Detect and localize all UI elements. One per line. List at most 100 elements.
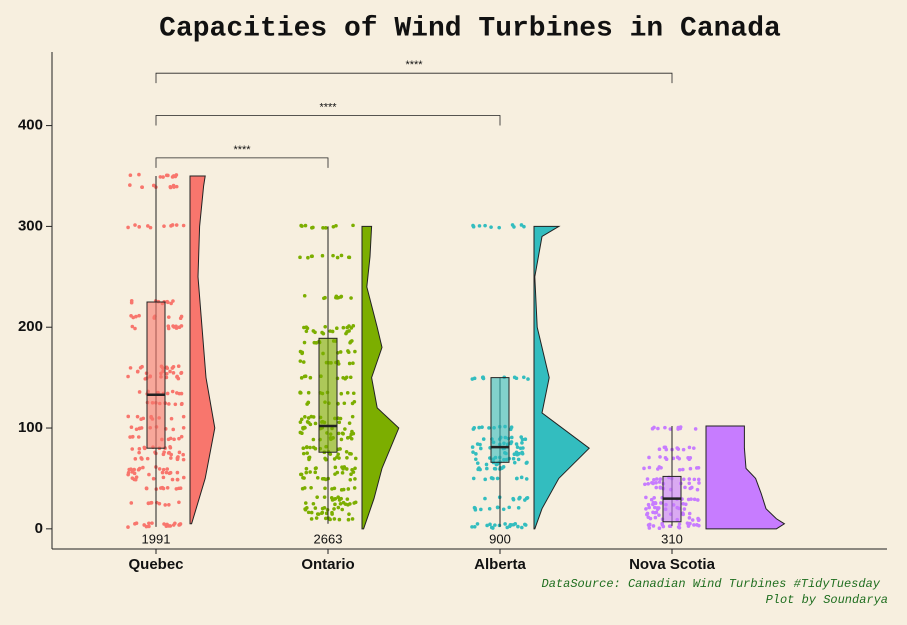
point — [306, 390, 311, 395]
point — [320, 477, 325, 481]
point — [689, 497, 693, 501]
point — [353, 466, 357, 471]
point — [348, 375, 353, 380]
point — [166, 437, 171, 442]
point — [509, 441, 513, 446]
point — [128, 366, 133, 370]
point — [300, 351, 304, 356]
point — [333, 465, 338, 470]
point — [132, 467, 136, 472]
point — [169, 456, 173, 460]
point — [301, 451, 306, 456]
point — [501, 507, 506, 512]
point — [485, 523, 489, 528]
point — [337, 420, 342, 425]
point — [489, 525, 494, 530]
point — [161, 475, 166, 480]
point — [307, 455, 312, 460]
point — [157, 467, 162, 471]
point — [137, 313, 141, 318]
point — [304, 329, 309, 334]
point — [301, 426, 305, 430]
point — [178, 522, 183, 526]
point — [164, 365, 169, 370]
point — [299, 417, 304, 422]
point — [299, 472, 303, 477]
point — [130, 434, 135, 439]
point — [644, 507, 648, 511]
point — [159, 486, 163, 490]
point — [137, 390, 142, 394]
point — [690, 518, 695, 522]
point — [676, 525, 681, 529]
point — [514, 442, 519, 446]
violin — [361, 225, 400, 530]
point — [523, 437, 528, 442]
point — [131, 315, 136, 320]
point — [663, 445, 668, 450]
point — [175, 470, 180, 475]
point — [657, 526, 662, 531]
point — [663, 425, 667, 430]
point — [306, 255, 310, 260]
point — [147, 472, 151, 477]
point — [340, 431, 345, 436]
point — [338, 295, 343, 299]
point — [178, 486, 183, 491]
point — [647, 505, 652, 510]
point — [342, 401, 347, 406]
point — [151, 476, 156, 481]
point — [511, 497, 516, 502]
point — [164, 375, 169, 380]
point — [693, 427, 698, 431]
point — [298, 420, 303, 424]
point — [353, 477, 357, 481]
point — [523, 522, 527, 527]
point — [126, 374, 130, 379]
point — [495, 476, 500, 481]
point — [334, 295, 338, 300]
point — [652, 478, 656, 482]
point — [353, 500, 358, 505]
point — [344, 449, 349, 454]
point — [657, 480, 662, 484]
x-tick-label: Alberta — [474, 556, 526, 573]
point — [179, 370, 184, 375]
point — [646, 482, 651, 486]
point — [651, 510, 655, 515]
point — [338, 501, 343, 506]
point — [647, 526, 652, 530]
point — [677, 522, 682, 526]
point — [166, 173, 170, 178]
point — [695, 523, 699, 527]
point — [172, 185, 176, 189]
point — [655, 507, 660, 511]
point — [686, 456, 690, 460]
point — [170, 366, 175, 370]
point — [181, 457, 186, 462]
point — [694, 466, 699, 470]
point — [517, 451, 521, 456]
point — [169, 416, 174, 421]
point — [475, 461, 480, 465]
point — [171, 427, 176, 432]
point — [650, 426, 655, 431]
point — [135, 414, 140, 419]
point — [313, 506, 318, 510]
point — [657, 513, 661, 517]
point — [474, 457, 478, 462]
point — [520, 441, 524, 445]
point — [659, 501, 663, 505]
point — [137, 466, 142, 471]
point — [335, 255, 340, 260]
point — [644, 495, 648, 500]
point — [525, 460, 529, 465]
point — [335, 455, 339, 459]
point — [320, 253, 325, 258]
point — [166, 300, 170, 305]
point — [179, 402, 184, 407]
point — [165, 391, 170, 396]
point — [162, 522, 166, 526]
point — [507, 505, 512, 510]
point — [510, 223, 515, 227]
